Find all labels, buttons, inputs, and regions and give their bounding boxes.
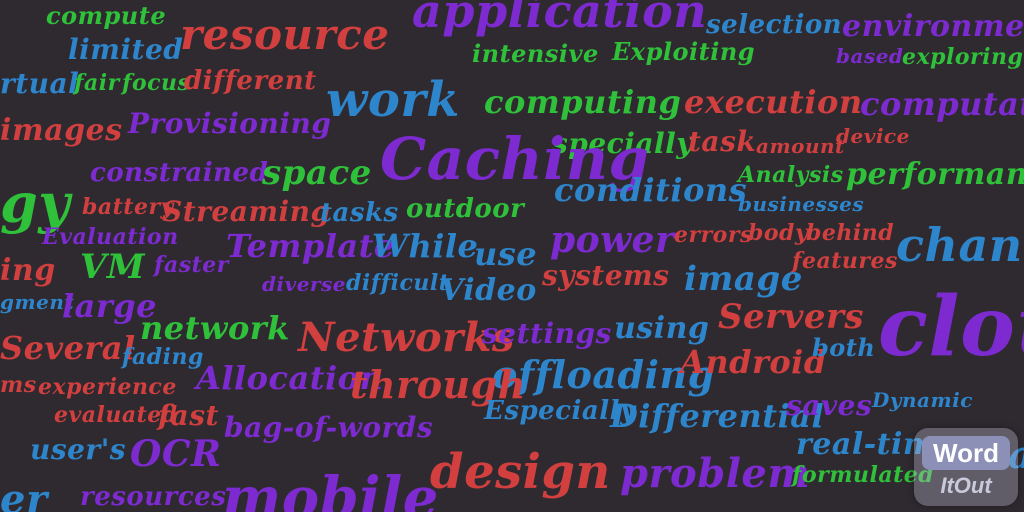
- word-exploiting: Exploiting: [612, 37, 756, 66]
- word-resources: resources: [80, 482, 227, 512]
- word-amount: amount: [756, 134, 845, 158]
- word-resource: resource: [180, 10, 390, 59]
- word-specially: specially: [552, 127, 694, 160]
- word-rtual: rtual: [0, 67, 80, 100]
- word-behind: behind: [806, 220, 895, 246]
- word-cloud: cloud: [878, 279, 1024, 375]
- word-through: through: [350, 362, 526, 407]
- word-experience: experience: [38, 374, 177, 400]
- word-both: both: [812, 333, 876, 362]
- word-ocr: OCR: [130, 433, 222, 475]
- word-errors: errors: [674, 222, 753, 248]
- word-offloading: offloading: [492, 352, 715, 397]
- word-limited: limited: [68, 33, 184, 66]
- word-based: based: [836, 44, 904, 68]
- word-exploring: exploring: [902, 44, 1024, 70]
- word-streaming: Streaming: [162, 195, 331, 228]
- word-use: use: [474, 235, 538, 273]
- word-while: While: [372, 227, 479, 265]
- word-vm: VM: [80, 247, 146, 287]
- word-several: Several: [0, 329, 136, 367]
- word-mobile: mobile: [222, 465, 439, 512]
- word-intensive: intensive: [472, 39, 599, 68]
- word-formulated: formulated: [792, 462, 935, 488]
- word-gy: gy: [0, 171, 71, 235]
- word-bag-of-words: bag-of-words: [224, 411, 434, 444]
- word-network: network: [140, 309, 290, 347]
- word-users: user's: [30, 433, 127, 466]
- word-device: device: [836, 124, 910, 148]
- word-features: features: [792, 248, 898, 274]
- word-faster: faster: [154, 252, 229, 278]
- word-dynamic: Dynamic: [872, 388, 973, 412]
- word-provisioning: Provisioning: [128, 107, 332, 140]
- word-evaluated: evaluated: [54, 402, 178, 428]
- word-tasks: tasks: [320, 198, 399, 228]
- word-task: task: [688, 125, 757, 158]
- word-space: space: [262, 153, 372, 193]
- wordle-logo: Word ItOut: [914, 428, 1018, 506]
- word-battery: battery: [82, 194, 174, 220]
- word-selection: selection: [706, 10, 843, 40]
- word-work: work: [326, 72, 460, 128]
- word-networks: Networks: [298, 314, 515, 361]
- word-settings: settings: [482, 317, 612, 350]
- word-template: Template: [226, 227, 395, 265]
- word-power: power: [550, 219, 675, 261]
- word-gment: gment: [0, 290, 75, 314]
- word-channel: channel: [896, 218, 1024, 272]
- word-large: large: [62, 287, 157, 325]
- word-fading: fading: [122, 344, 204, 370]
- word-computation: computation: [860, 85, 1024, 123]
- word-image: image: [684, 259, 803, 299]
- logo-itout: ItOut: [940, 473, 992, 498]
- word-conditions: conditions: [554, 171, 748, 209]
- word-servers: Servers: [718, 297, 865, 337]
- word-er: er: [0, 476, 48, 512]
- word-constrained: constrained: [90, 158, 269, 188]
- word-evaluation: Evaluation: [42, 224, 179, 250]
- word-body: body: [748, 220, 809, 246]
- word-allocation: Allocation: [196, 359, 384, 397]
- word-compute: compute: [46, 1, 167, 30]
- word-performance: performance: [846, 157, 1024, 192]
- word-systems: systems: [542, 259, 670, 292]
- word-execution: execution: [684, 83, 863, 121]
- word-different: different: [184, 66, 317, 96]
- word-environment: environment: [842, 9, 1024, 44]
- word-video: Video: [440, 273, 537, 308]
- word-diverse: diverse: [262, 272, 346, 296]
- word-ms: ms: [0, 372, 37, 398]
- word-using: using: [614, 311, 710, 346]
- word-problem: problem: [620, 450, 811, 497]
- word-application: application: [412, 0, 708, 38]
- word-focus: focus: [122, 70, 191, 96]
- word-saves: saves: [786, 389, 873, 422]
- word-android: Android: [680, 343, 827, 381]
- word-businesses: businesses: [738, 192, 865, 216]
- word-caching: Caching: [380, 125, 650, 193]
- word-outdoor: outdoor: [406, 194, 525, 224]
- word-ing: ing: [0, 253, 56, 288]
- word-differential: Differential: [610, 397, 825, 435]
- word-images: images: [0, 113, 123, 148]
- word-analysis: Analysis: [738, 162, 844, 188]
- word-fair: fair: [74, 70, 120, 96]
- word-fast: fast: [158, 399, 219, 432]
- word-computing: computing: [484, 83, 682, 121]
- word-design: design: [430, 444, 611, 500]
- logo-word: Word: [922, 436, 1010, 470]
- word-especially: Especially: [484, 396, 636, 426]
- word-difficult: difficult: [346, 270, 450, 296]
